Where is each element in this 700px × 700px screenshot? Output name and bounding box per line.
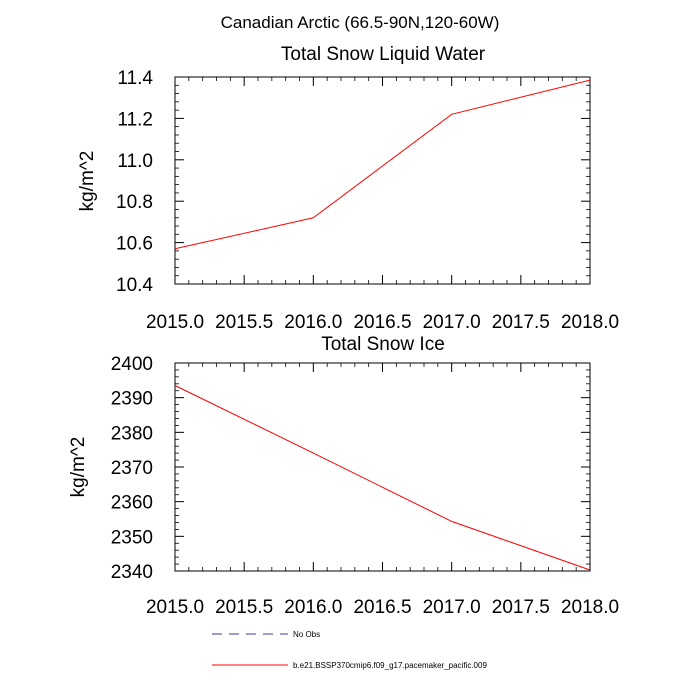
y-tick-label: 2400 <box>111 354 153 375</box>
x-tick-label: 2015.0 <box>146 312 204 333</box>
x-tick-label: 2018.0 <box>561 312 619 333</box>
plot-frame-snow-liquid-water <box>174 76 591 285</box>
y-tick-label: 2350 <box>111 527 153 548</box>
y-tick-label: 2360 <box>111 493 153 514</box>
x-tick-label: 2017.5 <box>492 597 550 618</box>
x-tick-label: 2016.5 <box>353 312 411 333</box>
x-tick-label: 2015.0 <box>146 597 204 618</box>
y-tick-label: 10.8 <box>116 192 153 213</box>
y-tick-label: 11.2 <box>117 109 153 130</box>
y-tick-label: 11.4 <box>117 68 153 89</box>
series-line-snow-liquid-water <box>174 79 591 250</box>
x-tick-label: 2016.0 <box>284 312 342 333</box>
legend-label-no-obs: No Obs <box>293 630 320 639</box>
ticks-snow-ice: 2015.0 2015.5 2016.0 2016.5 2017.0 2017.5 2018… <box>111 354 619 618</box>
series-snow-liquid-water <box>174 79 591 250</box>
panel-title-snow-ice: Total Snow Ice <box>321 334 445 355</box>
figure-title: Canadian Arctic (66.5-90N,120-60W) <box>221 13 500 32</box>
x-tick-label: 2017.0 <box>423 312 481 333</box>
panel-title-snow-liquid-water: Total Snow Liquid Water <box>281 44 486 65</box>
plot-frame-snow-ice <box>174 362 591 572</box>
series-snow-ice <box>174 385 591 571</box>
x-tick-label: 2017.0 <box>423 597 481 618</box>
panel-snow-liquid-water: Total Snow Liquid Water kg/m^2 2015.0 201… <box>77 44 619 333</box>
legend-label-model-run: b.e21.BSSP370cmip6.f09_g17.pacemaker_pac… <box>293 661 487 670</box>
y-axis-label-snow-liquid-water: kg/m^2 <box>77 151 98 212</box>
x-tick-label: 2017.5 <box>492 312 550 333</box>
x-tick-label: 2016.5 <box>353 597 411 618</box>
y-axis-label-snow-ice: kg/m^2 <box>68 437 89 498</box>
y-tick-label: 2340 <box>111 562 153 583</box>
x-tick-label: 2015.5 <box>215 597 273 618</box>
x-tick-label: 2016.0 <box>284 597 342 618</box>
y-tick-label: 2380 <box>111 423 153 444</box>
legend: No Obs b.e21.BSSP370cmip6.f09_g17.pacema… <box>212 630 487 670</box>
y-tick-label: 11.0 <box>117 151 153 172</box>
x-tick-label: 2018.0 <box>561 597 619 618</box>
y-tick-label: 2390 <box>111 389 153 410</box>
series-line-snow-ice <box>174 385 591 571</box>
panel-snow-ice: Total Snow Ice kg/m^2 2015.0 2015.5 2016.0… <box>68 334 619 618</box>
x-tick-label: 2015.5 <box>215 312 273 333</box>
y-tick-label: 2370 <box>111 458 153 479</box>
ticks-snow-liquid-water: 2015.0 2015.5 2016.0 2016.5 2017.0 2017.5 2018… <box>116 68 619 333</box>
y-tick-label: 10.6 <box>116 234 153 255</box>
y-tick-label: 10.4 <box>116 275 153 296</box>
